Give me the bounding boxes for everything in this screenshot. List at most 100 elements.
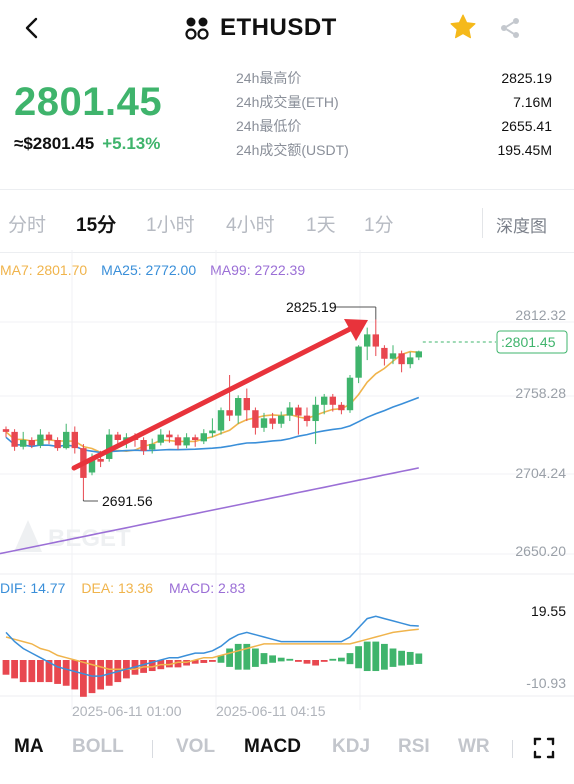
macd-bar [148, 660, 156, 672]
candle-body [20, 440, 27, 447]
candle-body [226, 410, 233, 416]
kline-chart[interactable]: BEGET 2825.19 2691.56:2801.45 19.55 -10.93… [0, 250, 574, 722]
candle-body [28, 440, 35, 446]
current-price-tag [496, 330, 568, 354]
indicator-separator [152, 740, 153, 758]
candle-body [37, 434, 44, 446]
macd-bar [80, 660, 87, 697]
chart-annotations: 2825.19 2691.56 :2801.45 [71, 299, 568, 509]
trend-arrow [71, 325, 355, 471]
macd-legend: DIF: 14.77 DEA: 13.36 MACD: 2.83 [0, 580, 245, 596]
macd-bar [312, 660, 319, 666]
last-price: 2801.45 [14, 80, 163, 124]
candle-body [11, 431, 18, 447]
usd-price: ≈$2801.45 [14, 134, 95, 153]
candle-body [252, 410, 259, 428]
indicator-bar: MA BOLL VOL MACD KDJ RSI WR [0, 730, 574, 764]
macd-bar [398, 650, 405, 666]
time-axis-label: 2025-06-11 01:00 [72, 703, 182, 719]
candle-body [346, 377, 354, 411]
candle-body [398, 353, 405, 365]
indicator-macd[interactable]: MACD [244, 736, 301, 757]
macd-bar [346, 653, 354, 665]
candle-body [381, 347, 388, 359]
current-price-label: :2801.45 [501, 334, 556, 350]
ma-legend: MA7: 2801.70 MA25: 2772.00 MA99: 2722.39 [0, 262, 305, 278]
candle-body [235, 398, 242, 416]
tab-interval[interactable]: 1小时 [146, 215, 195, 236]
tab-interval[interactable]: 4小时 [226, 215, 275, 236]
divider [0, 189, 574, 190]
macd-bar [338, 657, 345, 662]
ma25-label: MA25: 2772.00 [101, 262, 197, 278]
candle-body [209, 430, 216, 434]
macd-bar [295, 660, 302, 662]
indicator-vol[interactable]: VOL [176, 736, 216, 757]
ma99-label: MA99: 2722.39 [210, 262, 306, 278]
price-change: +5.13% [102, 134, 161, 153]
trend-arrowhead-icon [344, 319, 368, 341]
indicator-ma[interactable]: MA [14, 736, 44, 757]
dea-label: DEA: 13.36 [81, 580, 153, 596]
interval-tabs: 分时 15分 1小时 4小时 1天 1分 深度图 [0, 204, 574, 242]
macd-bar [37, 660, 44, 683]
tab-interval[interactable]: 1分 [364, 215, 394, 236]
candle-body [183, 437, 190, 446]
macd-bar [372, 641, 380, 672]
high-price-marker: 2825.19 [286, 299, 337, 315]
tab-interval[interactable]: 1天 [306, 215, 336, 236]
candles [2, 319, 422, 500]
macd-bar [11, 660, 18, 679]
candle-body [355, 346, 362, 378]
tab-interval[interactable]: 15分 [76, 215, 117, 236]
macd-bar [45, 660, 53, 683]
ma-lines [0, 350, 420, 555]
price-axis-label: 2650.20 [515, 543, 566, 559]
candle-body [63, 431, 70, 449]
candle-body [174, 437, 182, 446]
tab-depth-chart[interactable]: 深度图 [496, 217, 547, 236]
pair-title-group[interactable]: ETHUSDT [184, 12, 337, 44]
indicator-kdj[interactable]: KDJ [332, 736, 371, 757]
top-header: ETHUSDT [0, 0, 574, 56]
macd-bar [174, 660, 182, 668]
macd-bar [62, 660, 70, 686]
favorite-star-icon[interactable] [448, 12, 478, 42]
macd-bar [252, 648, 259, 667]
tab-interval[interactable]: 分时 [8, 215, 47, 236]
macd-bar [71, 660, 79, 690]
stat-value: 7.16M [513, 94, 552, 110]
macd-axis-label: -10.93 [526, 675, 566, 691]
back-arrow-icon[interactable] [18, 14, 46, 42]
stat-row: 24h最高价 2825.19 [236, 66, 552, 90]
time-axis-label: 2025-06-11 04:15 [216, 703, 326, 719]
macd-bar [415, 653, 423, 664]
macd-bar [320, 660, 328, 662]
macd-panel: 19.55 -10.93 2025-06-11 01:00 2025-06-11 04… [2, 603, 566, 719]
dea-line [5, 628, 419, 670]
candle-body [372, 334, 379, 347]
low-price-marker: 2691.56 [102, 493, 153, 509]
share-icon[interactable] [498, 16, 522, 40]
candle-body [407, 357, 414, 365]
indicator-wr[interactable]: WR [458, 736, 490, 757]
candle-body [321, 396, 328, 405]
macd-bar [97, 660, 104, 690]
macd-label: MACD: 2.83 [168, 580, 246, 596]
fullscreen-icon[interactable] [532, 736, 556, 760]
candle-body [338, 404, 345, 411]
macd-bar [260, 653, 268, 665]
candle-body [217, 410, 225, 431]
indicator-rsi[interactable]: RSI [398, 736, 430, 757]
macd-bar [286, 658, 294, 661]
watermark: BEGET [14, 520, 131, 552]
indicator-separator [512, 740, 513, 758]
candle-body [200, 433, 207, 442]
candle-body [166, 434, 173, 438]
tab-separator [482, 208, 483, 238]
indicator-boll[interactable]: BOLL [72, 736, 124, 757]
macd-bar [363, 641, 371, 672]
candle-body [364, 334, 371, 347]
candle-body [295, 407, 302, 416]
stat-label: 24h成交量(ETH) [236, 94, 339, 110]
